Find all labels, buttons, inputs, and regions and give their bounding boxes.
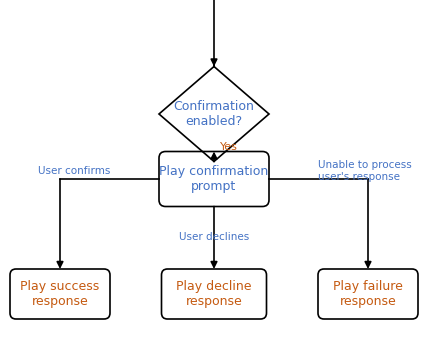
Text: Play failure
response: Play failure response bbox=[333, 280, 403, 308]
Text: Confirmation
enabled?: Confirmation enabled? bbox=[174, 100, 254, 128]
Text: User declines: User declines bbox=[179, 232, 249, 242]
Text: Yes: Yes bbox=[220, 142, 238, 152]
Text: Play success
response: Play success response bbox=[21, 280, 100, 308]
Text: User confirms: User confirms bbox=[38, 166, 110, 176]
Text: Unable to process
user's response: Unable to process user's response bbox=[318, 160, 412, 182]
Text: Play confirmation
prompt: Play confirmation prompt bbox=[159, 165, 269, 193]
Text: Play decline
response: Play decline response bbox=[176, 280, 252, 308]
